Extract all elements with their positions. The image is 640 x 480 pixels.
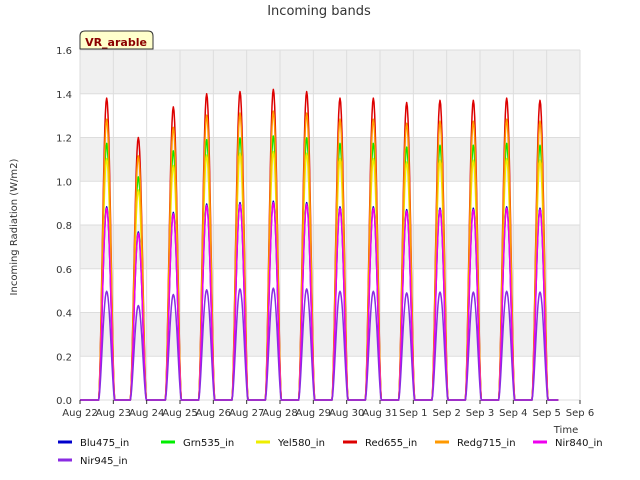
y-tick-label: 0.0 [56, 396, 72, 407]
y-tick-label: 0.2 [56, 352, 72, 363]
x-tick-label: Aug 22 [62, 408, 97, 419]
x-tick-label: Sep 6 [566, 408, 594, 419]
x-tick-label: Aug 26 [196, 408, 231, 419]
x-tick-label: Aug 25 [162, 408, 197, 419]
site-badge-box [79, 30, 154, 50]
legend-label: Redg715_in [457, 438, 516, 449]
x-tick-label: Sep 4 [499, 408, 527, 419]
legend-label: Blu475_in [80, 438, 129, 449]
y-axis-ticks: 0.0 0.2 0.4 0.6 0.8 1.0 1.2 1.4 1.6 [56, 46, 72, 407]
legend-label: Nir840_in [555, 438, 603, 449]
y-tick-label: 0.8 [56, 221, 72, 232]
x-tick-label: Sep 1 [399, 408, 427, 419]
x-axis-label: Time [553, 425, 578, 436]
y-tick-label: 1.4 [56, 90, 72, 101]
series-lines [80, 88, 559, 401]
x-tick-label: Sep 2 [432, 408, 460, 419]
legend-label: Yel580_in [277, 438, 325, 449]
plot-band [80, 50, 580, 94]
x-tick-label: Aug 29 [296, 408, 331, 419]
plot-band [80, 225, 580, 269]
y-tick-label: 0.6 [56, 265, 72, 276]
plot-band [80, 137, 580, 182]
site-badge-label: VR_arable [85, 36, 147, 49]
x-tick-label: Aug 24 [129, 408, 164, 419]
legend: Blu475_in Grn535_in Yel580_in Red655_in Redg… [58, 438, 603, 467]
x-tick-label: Aug 23 [96, 408, 131, 419]
y-tick-label: 0.4 [56, 309, 72, 320]
plot-band [80, 312, 580, 357]
x-tick-label: Aug 27 [229, 408, 264, 419]
legend-label: Nir945_in [80, 456, 128, 467]
y-tick-label: 1.0 [56, 177, 72, 188]
x-tick-label: Aug 31 [362, 408, 397, 419]
x-tick-label: Aug 30 [329, 408, 364, 419]
legend-label: Red655_in [365, 438, 417, 449]
y-tick-label: 1.2 [56, 134, 72, 145]
x-tick-label: Sep 3 [466, 408, 494, 419]
y-tick-label: 1.6 [56, 46, 72, 57]
chart-title: Incoming bands [267, 4, 371, 19]
x-tick-label: Sep 5 [532, 408, 560, 419]
site-badge: VR_arable [79, 30, 154, 50]
x-tick-label: Aug 28 [262, 408, 297, 419]
legend-label: Grn535_in [183, 438, 234, 449]
series-line-nir945-in [80, 287, 559, 401]
y-axis-label: Incoming Radiation (W/m2) [9, 158, 20, 295]
